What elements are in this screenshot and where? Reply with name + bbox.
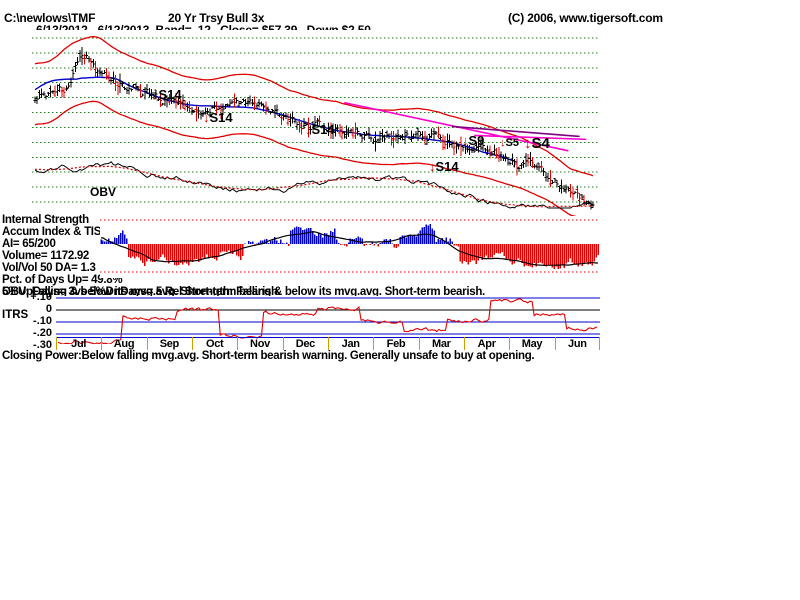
- down-arrow-icon: ↓: [462, 133, 469, 148]
- annotation-label: S14: [435, 159, 459, 174]
- month-label-mar: Mar: [431, 338, 451, 350]
- itrs-y-tick: 0: [45, 303, 52, 315]
- month-axis: Jul Aug Sep Oct Nov Dec Jan Feb Mar Apr May Jun: [56, 337, 600, 352]
- month-label-jan: Jan: [341, 338, 360, 350]
- annotation-label: S14: [311, 122, 335, 137]
- month-tick: [599, 337, 600, 350]
- itrs-y-tick: -.20: [33, 327, 52, 339]
- down-arrow-icon: ↓: [500, 137, 506, 149]
- month-tick: [192, 337, 193, 350]
- internal-strength-panel: Internal Strength Accum Index & TISI AI=…: [0, 214, 600, 298]
- obv-label: OBV: [90, 185, 117, 199]
- month-label-feb: Feb: [386, 338, 406, 350]
- itrs-plot[interactable]: [56, 296, 600, 344]
- price-annotation-s4-6: ↓S4: [524, 136, 550, 151]
- price-annotation-s14-0: ↓S14: [152, 88, 182, 101]
- month-label-jul: Jul: [71, 338, 87, 350]
- month-tick: [509, 337, 511, 350]
- price-annotation-s5-5: ↓S5: [500, 138, 519, 149]
- strength-stat-line: Volume= 1172.92: [2, 250, 90, 262]
- month-label-aug: Aug: [113, 338, 135, 350]
- itrs-panel: +.10 0 -.10 -.20 -.30: [0, 292, 600, 351]
- itrs-title: ITRS: [2, 309, 29, 321]
- month-tick: [101, 337, 103, 350]
- price-annotation-s14-2: ↓S14: [305, 123, 335, 136]
- strength-stat-line: Vol/Vol 50 DA= 1.3: [2, 262, 96, 274]
- month-label-may: May: [521, 338, 543, 350]
- month-tick: [56, 337, 57, 350]
- down-arrow-icon: ↓: [152, 87, 159, 102]
- month-tick: [146, 337, 148, 350]
- down-arrow-icon: ↓: [305, 122, 312, 137]
- month-label-jun: Jun: [568, 338, 587, 350]
- annotation-label: S14: [209, 110, 233, 125]
- month-tick: [282, 337, 284, 350]
- month-label-sep: Sep: [159, 338, 180, 350]
- itrs-y-tick: -.10: [33, 315, 52, 327]
- month-label-nov: Nov: [250, 338, 270, 350]
- month-label-oct: Oct: [205, 338, 224, 350]
- price-chart-svg: [32, 36, 600, 216]
- month-tick: [237, 337, 239, 350]
- annotation-label: S14: [158, 87, 182, 102]
- price-annotation-s14-1: ↓S14: [203, 111, 233, 124]
- file-path-label: C:\newlows\TMF: [4, 11, 96, 25]
- month-label-apr: Apr: [477, 338, 496, 350]
- accum-index-svg: [100, 219, 600, 273]
- price-annotation-s9-4: ↓S9: [462, 134, 484, 147]
- annotation-label: S9: [468, 133, 485, 148]
- month-tick: [418, 337, 420, 350]
- security-name-label: 20 Yr Trsy Bull 3x: [168, 11, 265, 25]
- price-plot[interactable]: OBV ↓S14 ↓S14 ↓S14 ↓S14 ↓S9 ↓S5 ↓S4: [32, 30, 600, 216]
- itrs-y-tick: +.10: [30, 291, 52, 303]
- annotation-label: S5: [505, 137, 519, 149]
- chart-header: C:\newlows\TMF 20 Yr Trsy Bull 3x (C) 20…: [0, 0, 800, 37]
- month-label-dec: Dec: [295, 338, 316, 350]
- strength-stat-line: AI= 65/200: [2, 238, 56, 250]
- month-tick: [328, 337, 329, 350]
- down-arrow-icon: ↓: [203, 110, 210, 125]
- month-tick: [373, 337, 375, 350]
- annotation-label: S4: [531, 135, 550, 152]
- internal-strength-title: Internal Strength: [2, 214, 89, 226]
- price-annotation-s14-3: ↓S14: [429, 160, 459, 173]
- month-tick: [464, 337, 465, 350]
- closing-power-note: Closing Power:Below falling mvg.avg. Sho…: [2, 350, 535, 362]
- accum-index-tisi-title: Accum Index & TISI: [2, 226, 104, 238]
- month-tick: [554, 337, 556, 350]
- down-arrow-icon: ↓: [429, 159, 436, 174]
- strength-stat-line: 5%UpDays= 3vs 5%DnDays= 5 Rel Strength: …: [2, 286, 485, 298]
- itrs-chart-svg: [56, 297, 600, 344]
- strength-stat-line: Pct. of Days Up= 49.8%: [2, 274, 123, 286]
- price-panel: 939087848178757269666360 OBV ↓S14↓S14↓S1…: [0, 30, 600, 216]
- itrs-y-tick: -.30: [33, 339, 52, 351]
- indicator-note: OBV: Falling & below its mvg.avg. Short-…: [2, 286, 281, 298]
- down-arrow-icon: ↓: [524, 135, 532, 152]
- copyright-label: (C) 2006, www.tigersoft.com: [508, 11, 663, 25]
- accum-index-plot[interactable]: [100, 216, 600, 278]
